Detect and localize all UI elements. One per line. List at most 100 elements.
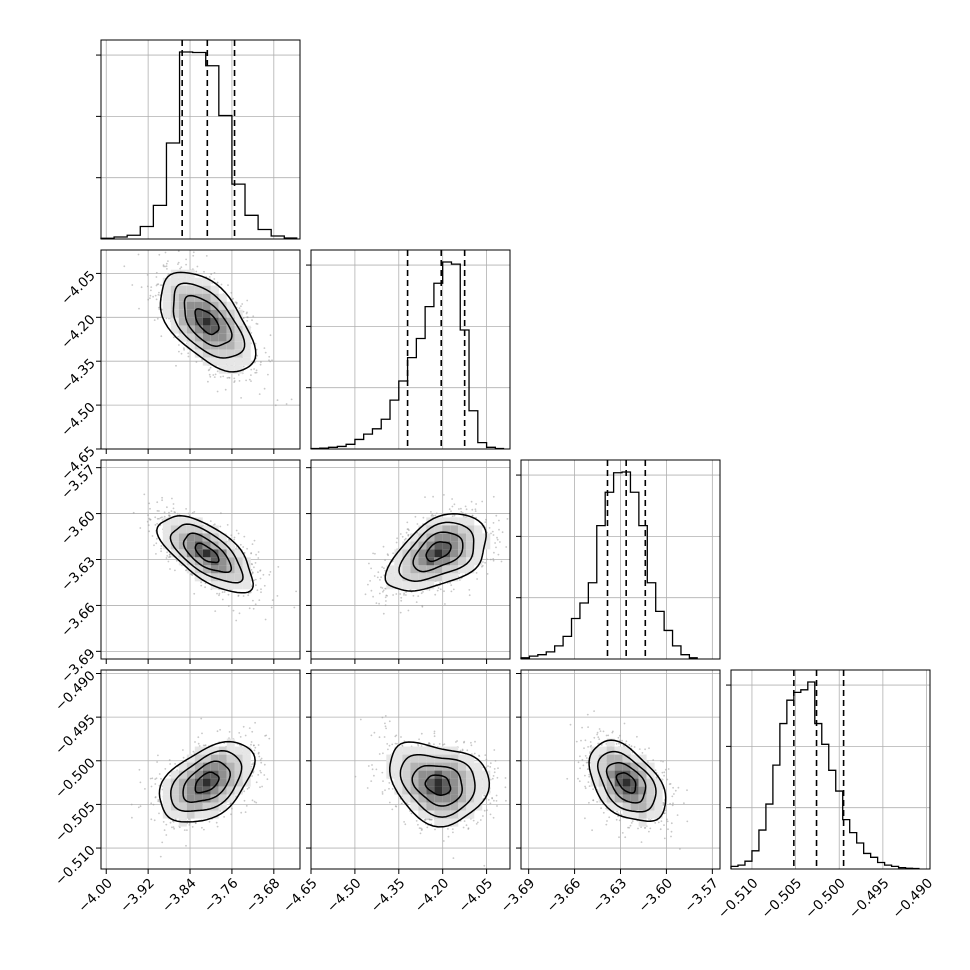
scatter-point [521,777,523,779]
contour-line [172,282,246,359]
density-cell [606,786,615,795]
density-cell [458,778,467,787]
scatter-point [222,375,225,378]
scatter-point [183,347,185,350]
density-cell [162,301,171,310]
density-cell [242,770,251,779]
density-cell [418,549,427,558]
scatter-point [155,271,158,274]
scatter-point [259,569,262,572]
scatter-point [231,807,233,810]
density-cell [202,762,211,771]
density-cell [426,581,435,590]
density-cell [202,309,211,318]
scatter-point [354,775,357,778]
density-cell [474,525,483,534]
density-cell [178,549,187,558]
scatter-point [600,807,602,810]
density-cell [170,770,179,779]
density-cell [186,549,195,558]
density-cell [466,549,475,558]
density-cell [442,810,451,819]
density-cell [218,349,227,358]
scatter-point [458,508,460,510]
density-cell [226,309,235,318]
scatter-point [471,514,474,517]
density-cell [162,786,171,795]
density-cell [242,349,251,358]
density-cell [402,794,411,803]
scatter-point [587,726,589,728]
scatter-point [244,734,247,737]
scatter-point [130,803,133,806]
axes-frame [100,459,301,660]
scatter-point [244,811,247,813]
scatter-point [381,771,384,774]
scatter-point [640,826,642,828]
scatter-point [618,742,620,745]
scatter-point [443,743,446,746]
density-cell [442,525,451,534]
density-cell [474,533,483,542]
density-cell [622,810,631,819]
scatter-point [433,732,436,735]
scatter-point [468,589,471,591]
density-cell [170,325,179,334]
scatter-point [242,310,245,313]
density-cell [178,301,187,310]
x-tick-label: −4.50 [324,875,365,916]
density-cell [606,802,615,811]
scatter-point [648,747,650,750]
density-cell [202,565,211,574]
histogram-step [100,51,298,239]
scatter-point [139,781,142,784]
scatter-point [512,748,514,750]
scatter-point [157,754,159,757]
density-cell [170,794,179,803]
scatter-point [164,768,167,770]
density-cell [226,581,235,590]
scatter-point [451,515,454,518]
density-cell [418,810,427,819]
scatter-point [452,857,455,859]
scatter-point [452,831,454,834]
x-tick-label: −0.495 [846,875,893,922]
scatter-point [230,534,233,537]
scatter-point [661,771,664,774]
scatter-point [165,262,168,265]
scatter-point [617,812,620,815]
scatter-point [451,505,454,508]
density-cell [186,277,195,286]
density-cell [442,778,451,787]
density-cell [234,317,243,326]
scatter-point [417,823,419,826]
scatter-point [248,607,251,610]
scatter-point [228,731,231,733]
density-cell [450,525,459,534]
scatter-point [171,497,173,500]
scatter-point [246,547,249,550]
scatter-point [195,270,198,273]
scatter-point [250,743,252,746]
scatter-point [375,602,378,604]
scatter-point [250,380,252,382]
scatter-point [382,752,384,755]
scatter-point [238,732,241,734]
scatter-point [443,494,445,496]
x-tick-label: −4.65 [280,875,321,916]
scatter-point [616,810,618,813]
density-cell [630,802,639,811]
density-cell [590,778,599,787]
scatter-point [493,771,496,774]
density-cell [202,341,211,350]
scatter-point [268,355,271,358]
scatter-point [260,761,263,764]
scatter-point [605,734,608,737]
scatter-point [131,284,134,286]
scatter-point [381,587,384,589]
density-cell [170,786,179,795]
density-cell [162,778,171,787]
scatter-point [584,787,587,790]
density-cell [194,317,203,326]
scatter-point [259,363,262,366]
